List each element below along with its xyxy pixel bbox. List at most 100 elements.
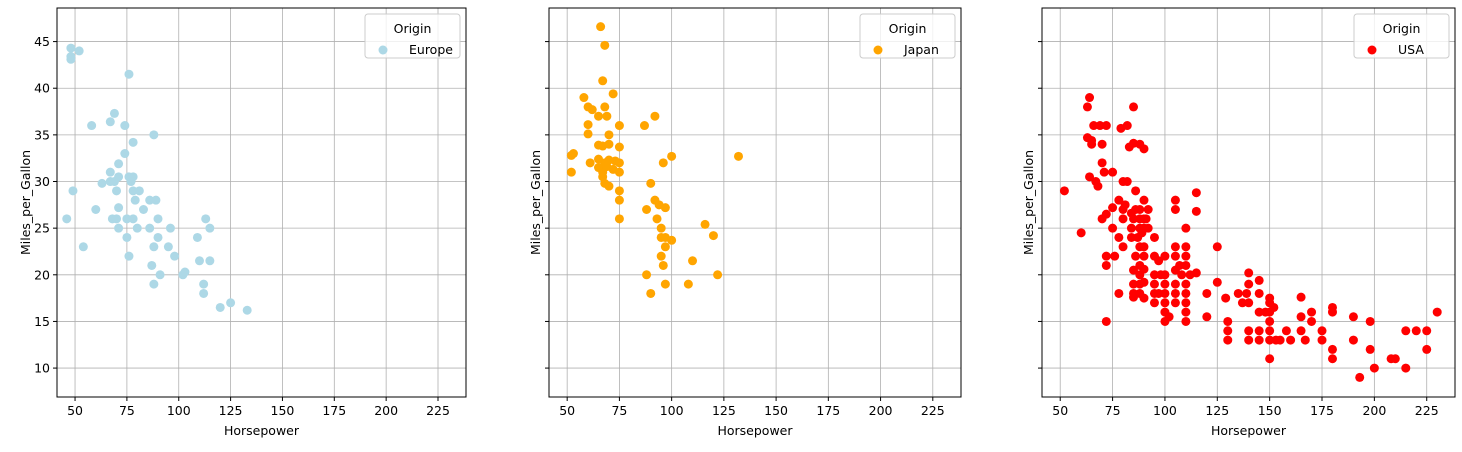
point <box>602 111 612 121</box>
point <box>1129 279 1139 289</box>
point <box>1432 307 1442 317</box>
point <box>1170 298 1180 308</box>
x-tick-label: 150 <box>271 403 295 418</box>
point <box>1101 316 1111 326</box>
point <box>1233 288 1243 298</box>
point <box>652 214 662 224</box>
point <box>1122 121 1132 131</box>
point <box>145 223 155 233</box>
point <box>1191 206 1201 216</box>
point <box>1160 270 1170 280</box>
point <box>650 111 660 121</box>
point <box>1114 288 1124 298</box>
point <box>1082 102 1092 112</box>
point <box>1143 204 1153 214</box>
point <box>105 167 115 177</box>
point <box>1422 326 1432 336</box>
point <box>667 151 677 161</box>
plot-frame <box>56 7 467 398</box>
point <box>1275 335 1285 345</box>
point <box>66 52 76 62</box>
point <box>78 242 88 252</box>
point <box>614 142 624 152</box>
point <box>656 223 666 233</box>
point <box>1143 223 1153 233</box>
point <box>1237 298 1247 308</box>
point <box>1101 260 1111 270</box>
point <box>646 288 656 298</box>
point <box>1181 223 1191 233</box>
point <box>62 214 72 224</box>
point <box>1422 344 1432 354</box>
point <box>1139 264 1149 274</box>
point <box>153 232 163 242</box>
x-tick-label: 125 <box>1205 403 1229 418</box>
point <box>120 121 130 131</box>
point <box>713 270 723 280</box>
point <box>667 235 677 245</box>
x-tick-label: 125 <box>219 403 243 418</box>
point <box>192 232 202 242</box>
point <box>1223 335 1233 345</box>
y-axis-label: Miles_per_Gallon <box>528 150 543 255</box>
point <box>1254 288 1264 298</box>
point <box>1202 288 1212 298</box>
point <box>138 204 148 214</box>
point <box>1095 121 1105 131</box>
point <box>1108 203 1118 213</box>
y-tick-label: 30 <box>34 174 50 189</box>
point <box>112 186 122 196</box>
point <box>68 186 78 196</box>
point <box>658 158 668 168</box>
point <box>1160 279 1170 289</box>
point <box>1348 312 1358 322</box>
legend-title: Origin <box>889 21 927 36</box>
point <box>1170 279 1180 289</box>
point <box>614 167 624 177</box>
x-tick-label: 125 <box>712 403 736 418</box>
point <box>1129 214 1139 224</box>
point <box>1164 312 1174 322</box>
point <box>124 69 134 79</box>
point <box>215 302 225 312</box>
point <box>1126 223 1136 233</box>
x-tick-label: 75 <box>119 403 135 418</box>
x-tick-label: 150 <box>1258 403 1282 418</box>
point <box>1244 335 1254 345</box>
x-tick-label: 200 <box>869 403 893 418</box>
point <box>1131 251 1141 261</box>
point <box>600 102 610 112</box>
point <box>1254 335 1264 345</box>
point <box>199 279 209 289</box>
point <box>1265 326 1275 336</box>
point <box>1087 139 1097 149</box>
legend-label: USA <box>1398 42 1424 57</box>
point <box>608 89 618 99</box>
legend-box <box>859 13 956 59</box>
point <box>1317 326 1327 336</box>
x-axis-label: Horsepower <box>1211 423 1287 438</box>
x-tick-label: 50 <box>67 403 83 418</box>
point <box>642 270 652 280</box>
point <box>646 178 656 188</box>
point <box>1085 93 1095 103</box>
point <box>1281 326 1291 336</box>
point <box>1139 251 1149 261</box>
point <box>1101 251 1111 261</box>
legend-title: Origin <box>1383 21 1421 36</box>
point <box>1170 195 1180 205</box>
point <box>91 204 101 214</box>
point <box>149 279 159 289</box>
point <box>1139 242 1149 252</box>
point <box>1355 372 1365 382</box>
point <box>1181 279 1191 289</box>
point <box>1265 354 1275 364</box>
point <box>145 195 155 205</box>
x-tick-label: 200 <box>374 403 398 418</box>
point <box>1244 326 1254 336</box>
point <box>149 130 159 140</box>
point <box>1365 344 1375 354</box>
y-tick-label: 45 <box>34 34 50 49</box>
point <box>128 214 138 224</box>
